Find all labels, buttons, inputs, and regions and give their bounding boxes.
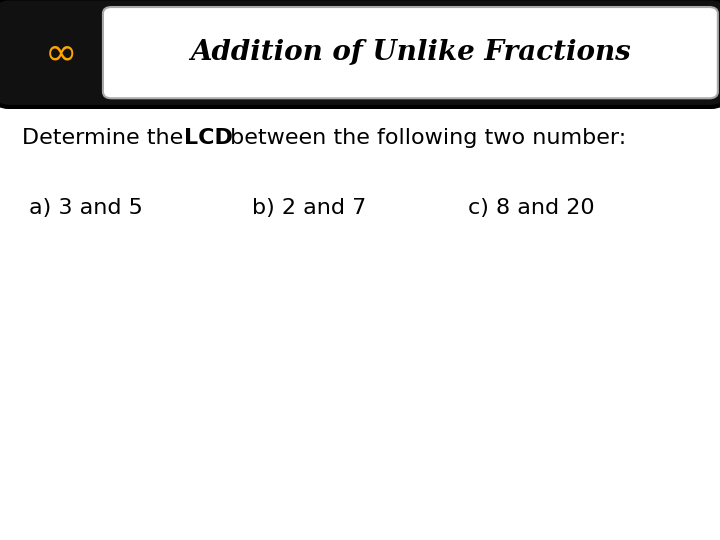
Text: $\infty$: $\infty$ — [44, 33, 74, 71]
FancyBboxPatch shape — [0, 0, 720, 107]
Text: between the following two number:: between the following two number: — [223, 127, 626, 148]
Text: LCD: LCD — [184, 127, 233, 148]
FancyBboxPatch shape — [103, 7, 718, 98]
Text: b) 2 and 7: b) 2 and 7 — [252, 198, 366, 218]
Text: Addition of Unlike Fractions: Addition of Unlike Fractions — [190, 39, 631, 66]
Text: Determine the: Determine the — [22, 127, 190, 148]
Text: a) 3 and 5: a) 3 and 5 — [29, 198, 143, 218]
Text: c) 8 and 20: c) 8 and 20 — [468, 198, 595, 218]
